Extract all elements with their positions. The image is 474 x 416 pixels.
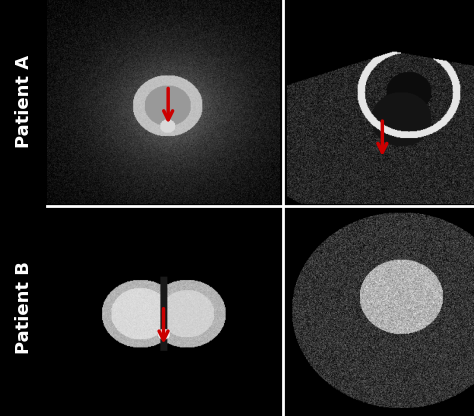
Text: Patient A: Patient A	[15, 55, 33, 149]
Text: Patient B: Patient B	[15, 261, 33, 354]
